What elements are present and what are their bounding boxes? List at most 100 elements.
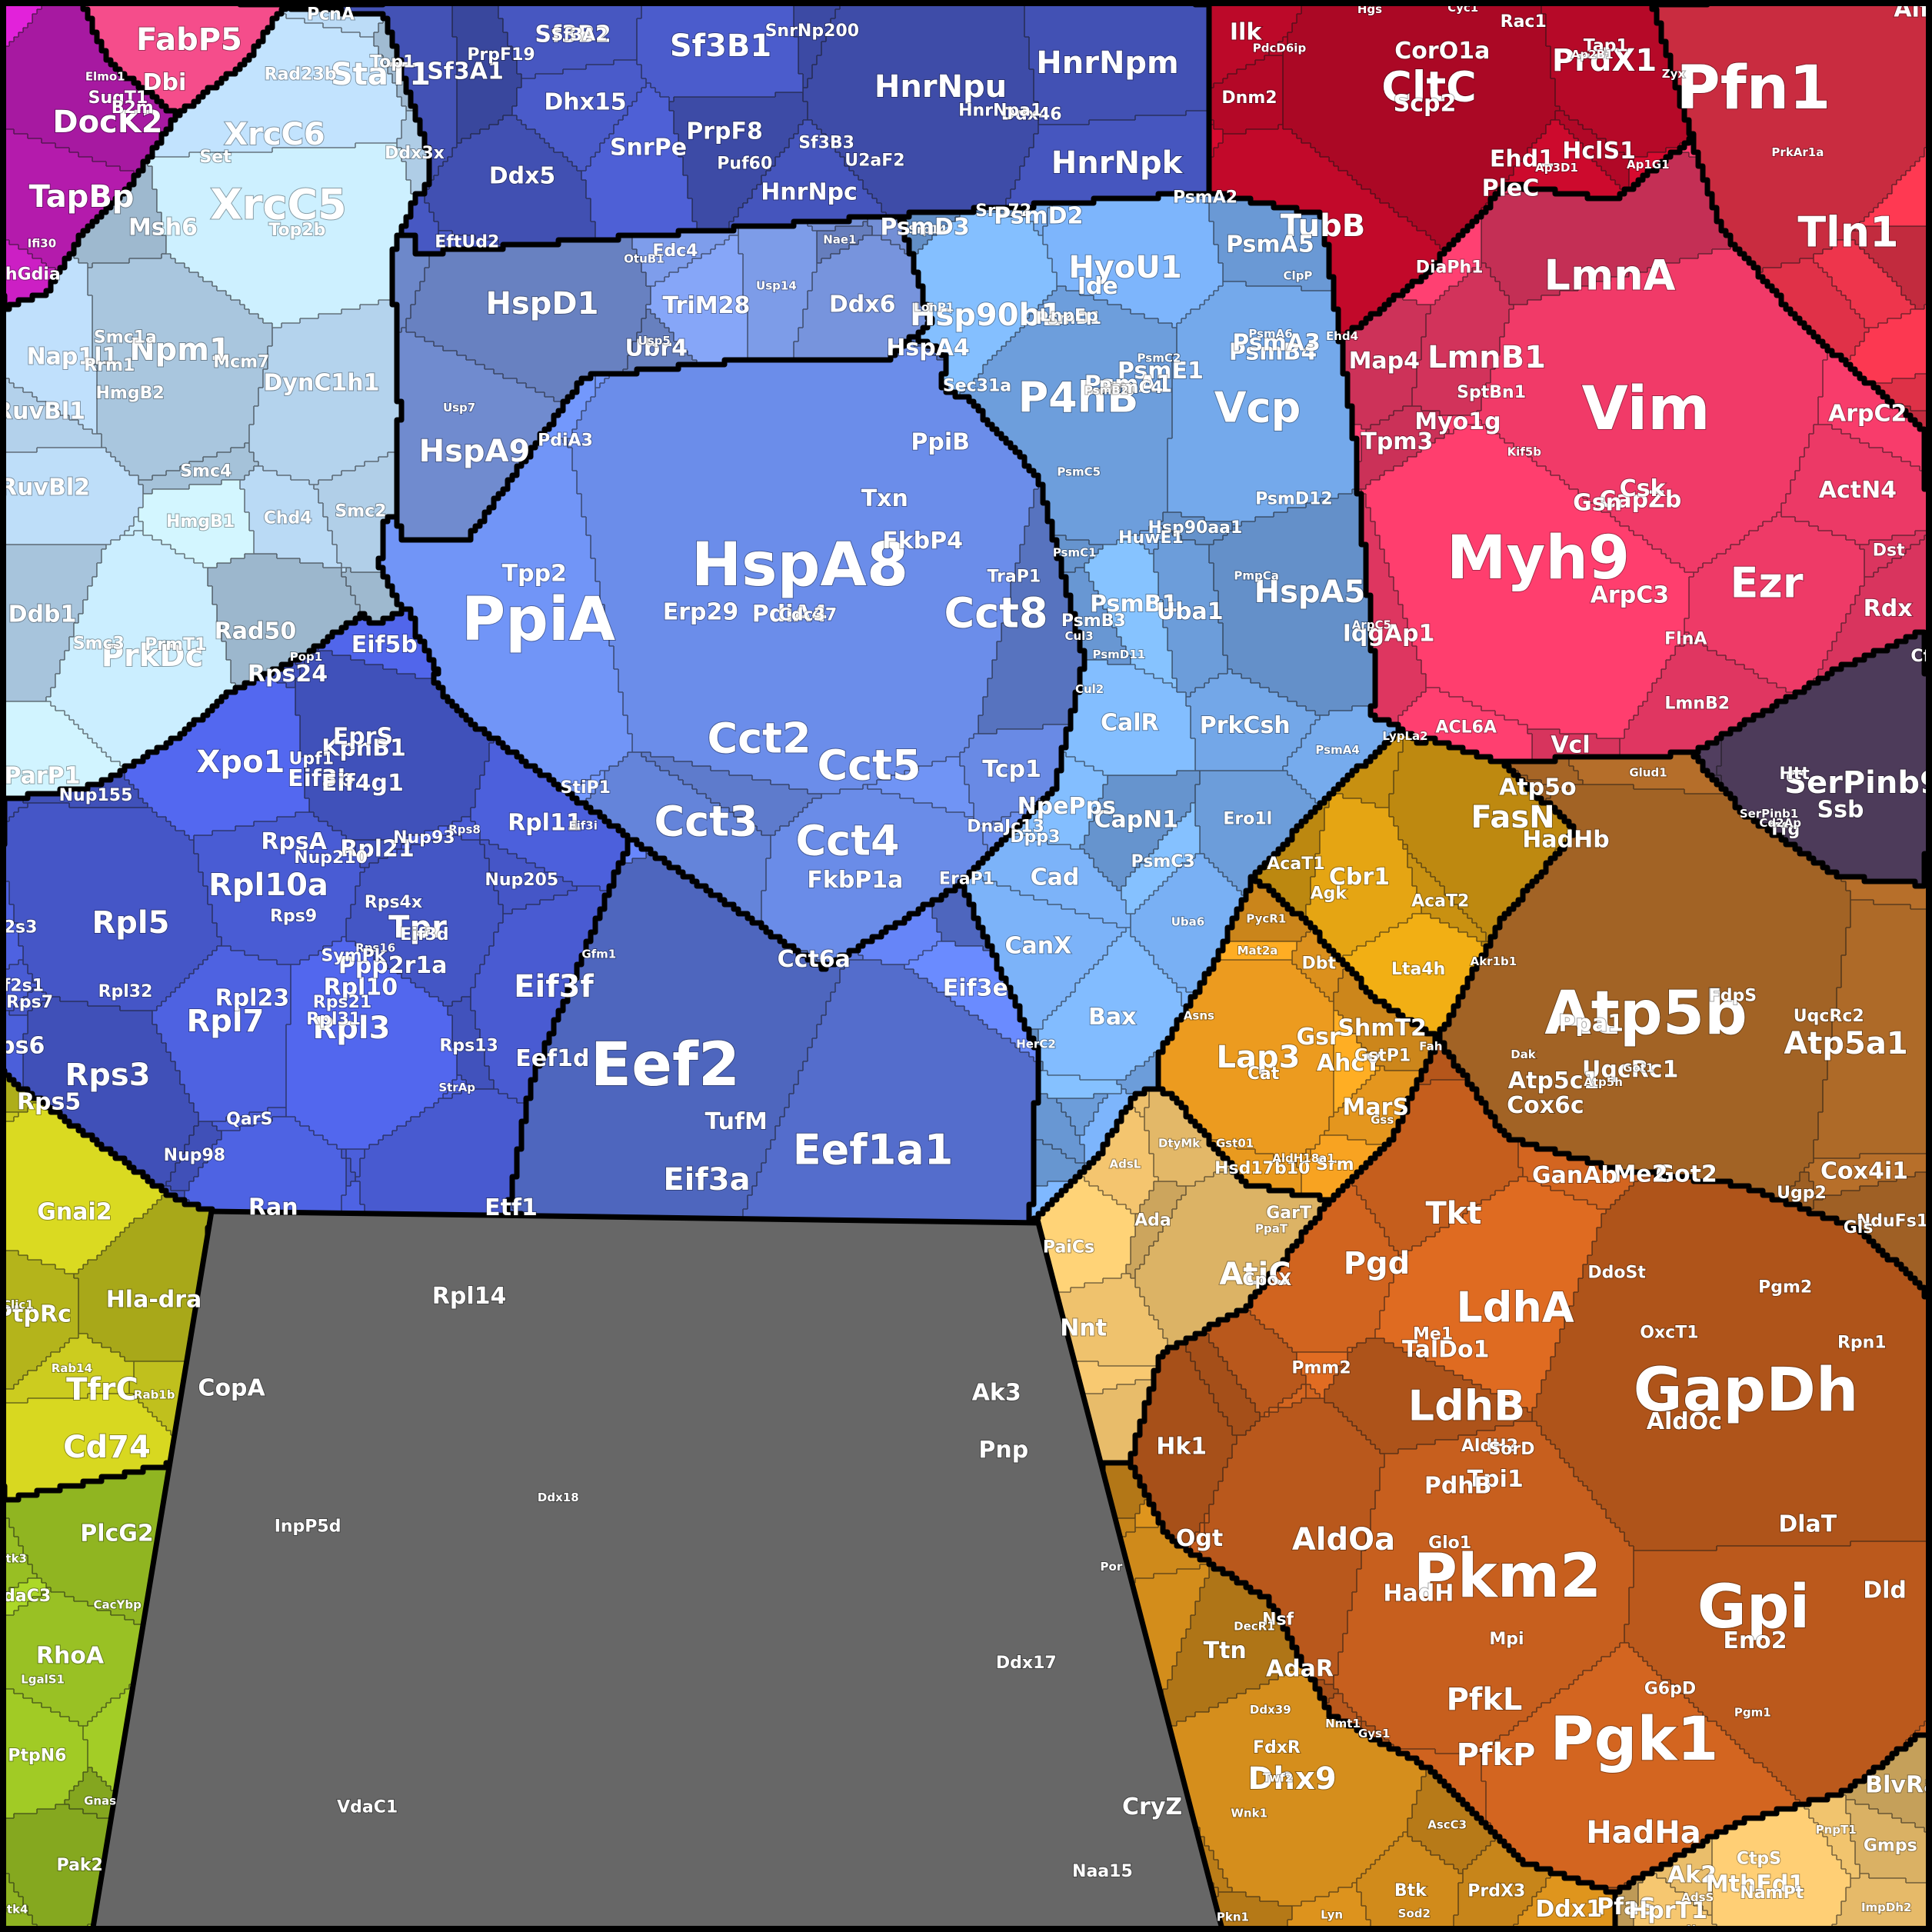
protein-cell-fragment	[9, 964, 28, 970]
protein-cell-fragment	[932, 235, 1044, 241]
protein-cell-fragment	[1043, 498, 1168, 504]
protein-cell-fragment	[743, 277, 813, 282]
protein-cell-fragment	[1172, 429, 1353, 435]
protein-cell-fragment	[1555, 88, 1681, 93]
protein-cell-fragment	[877, 780, 965, 785]
protein-cell-fragment	[1034, 1163, 1085, 1168]
protein-cell-fragment	[1287, 697, 1376, 702]
protein-cell-fragment	[355, 595, 398, 601]
protein-cell-fragment	[1814, 429, 1842, 435]
protein-cell-fragment	[0, 909, 15, 914]
protein-cell-fragment	[595, 226, 698, 232]
protein-cell-fragment	[535, 1075, 799, 1081]
protein-cell-fragment	[286, 1103, 435, 1108]
protein-cell-fragment	[1629, 1186, 1750, 1191]
protein-cell-fragment	[240, 300, 379, 305]
protein-cell-fragment	[1458, 1001, 1837, 1007]
protein-cell-fragment	[438, 826, 448, 831]
protein-cell-fragment	[1015, 563, 1062, 568]
protein-cell-fragment	[1034, 1195, 1058, 1201]
protein-cell-fragment	[1398, 1121, 1496, 1127]
protein-cell-fragment	[341, 471, 398, 476]
protein-cell-fragment	[798, 328, 924, 333]
protein-cell-fragment	[614, 660, 993, 665]
protein-cell-fragment	[757, 826, 781, 831]
protein-cell-fragment	[46, 997, 61, 1002]
protein-cell-fragment	[1144, 669, 1173, 675]
protein-cell-fragment	[1034, 143, 1210, 148]
protein-cell-fragment	[1730, 729, 1932, 734]
protein-cell-fragment	[0, 457, 116, 462]
protein-cell-fragment	[1864, 323, 1879, 328]
protein-cell-fragment	[521, 1126, 776, 1131]
protein-cell-fragment	[245, 475, 291, 481]
protein-cell-fragment	[1398, 835, 1565, 841]
protein-cell-fragment	[969, 794, 1048, 799]
protein-cell-fragment	[494, 369, 624, 375]
protein-cell-fragment	[249, 434, 398, 439]
protein-cell-fragment	[1024, 212, 1048, 218]
protein-cell-fragment	[964, 886, 1011, 891]
protein-cell-fragment	[185, 106, 407, 112]
protein-cell-fragment	[1218, 1140, 1321, 1145]
protein-cell-fragment	[1172, 434, 1353, 439]
protein-cell-fragment	[1075, 988, 1178, 993]
protein-cell-fragment	[1421, 355, 1496, 361]
protein-cell-fragment	[1878, 263, 1932, 268]
protein-cell-fragment	[1024, 461, 1168, 467]
protein-cell-fragment	[1818, 1117, 1932, 1122]
protein-cell-fragment	[1089, 831, 1168, 836]
protein-cell-fragment	[1218, 868, 1261, 873]
protein-cell-fragment	[1795, 692, 1932, 698]
protein-cell-fragment	[1034, 134, 1210, 139]
protein-cell-fragment	[1477, 415, 1819, 421]
protein-cell-fragment	[1463, 909, 1510, 914]
protein-cell-fragment	[1209, 28, 1293, 33]
protein-cell-fragment	[1320, 1140, 1367, 1145]
protein-cell-fragment	[23, 1061, 176, 1067]
protein-cell-fragment	[1347, 964, 1477, 970]
protein-cell-fragment	[37, 983, 181, 988]
protein-cell-fragment	[1338, 978, 1362, 984]
protein-cell-fragment	[1126, 928, 1131, 933]
protein-cell-fragment	[1740, 540, 1856, 545]
protein-cell-fragment	[1011, 595, 1071, 601]
protein-cell-fragment	[512, 51, 638, 56]
protein-cell-fragment	[1311, 877, 1413, 882]
protein-cell-fragment	[1772, 706, 1932, 711]
protein-cell-fragment	[1149, 854, 1196, 859]
protein-cell-fragment	[614, 651, 998, 656]
protein-cell-fragment	[817, 258, 822, 264]
protein-cell-fragment	[1158, 540, 1196, 545]
protein-cell-fragment	[1850, 365, 1932, 370]
protein-cell-fragment	[1795, 844, 1932, 850]
protein-cell-fragment	[1546, 129, 1570, 135]
protein-cell-fragment	[494, 877, 564, 882]
protein-cell-fragment	[1204, 198, 1210, 204]
protein-cell-fragment	[1555, 102, 1681, 107]
protein-cell-fragment	[23, 798, 144, 804]
protein-cell-fragment	[263, 37, 375, 42]
protein-cell-fragment	[429, 263, 642, 268]
protein-cell-fragment	[305, 766, 485, 771]
protein-cell-fragment	[817, 249, 841, 255]
protein-cell-fragment	[263, 378, 398, 384]
protein-cell-fragment	[300, 669, 398, 675]
protein-cell-fragment	[0, 637, 70, 642]
protein-cell-fragment	[1177, 683, 1205, 688]
protein-cell-fragment	[425, 194, 587, 199]
protein-cell-fragment	[37, 397, 98, 402]
protein-cell-fragment	[1546, 466, 1800, 471]
protein-cell-fragment	[60, 1112, 199, 1118]
protein-cell-fragment	[1551, 471, 1796, 476]
protein-cell-fragment	[314, 1131, 393, 1136]
protein-cell-fragment	[1458, 1066, 1828, 1071]
protein-cell-fragment	[212, 1144, 338, 1150]
protein-cell-fragment	[208, 1154, 342, 1159]
protein-cell-fragment	[1407, 1098, 1482, 1104]
protein-cell-fragment	[231, 946, 324, 951]
protein-cell-fragment	[46, 697, 222, 702]
protein-cell-fragment	[152, 148, 273, 153]
protein-cell-fragment	[1214, 581, 1367, 587]
protein-cell-fragment	[1292, 835, 1321, 841]
